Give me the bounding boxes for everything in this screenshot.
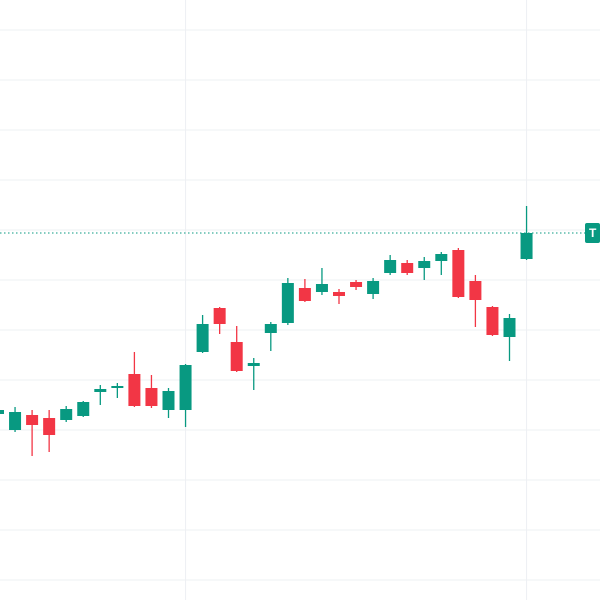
candle-body: [367, 281, 380, 294]
last-price: T: [0, 223, 600, 243]
candle-body: [503, 318, 516, 337]
candle-body: [213, 308, 226, 324]
candle-body: [196, 324, 209, 352]
candle-body: [179, 365, 192, 410]
candle-body: [247, 363, 260, 366]
candle-body: [94, 389, 107, 392]
candle-body: [230, 342, 243, 371]
candle-body: [350, 282, 363, 287]
candle-body: [111, 386, 124, 388]
candle-body: [333, 292, 345, 296]
candle-body: [26, 415, 39, 425]
candle-body: [452, 250, 465, 297]
candle-body: [520, 233, 533, 259]
candle-body: [9, 412, 22, 430]
candle-body: [435, 254, 448, 261]
candle-body: [128, 374, 141, 406]
candle-body: [418, 261, 431, 268]
last-price-box: [585, 223, 600, 243]
candle-body: [264, 324, 277, 333]
candles: [0, 206, 533, 456]
candle-body: [298, 288, 311, 301]
candle-body: [281, 283, 294, 323]
candle-body: [469, 281, 482, 300]
last-price-label: T: [589, 226, 597, 240]
candle-body: [486, 307, 499, 335]
candle-body: [43, 418, 56, 435]
candle-body: [77, 402, 90, 416]
candle-body: [162, 391, 175, 410]
candle-body: [401, 263, 414, 273]
candle-body: [0, 410, 4, 414]
candle-body: [60, 409, 73, 420]
candle-body: [145, 388, 158, 406]
candle-body: [315, 284, 328, 292]
candle-body: [384, 260, 397, 273]
